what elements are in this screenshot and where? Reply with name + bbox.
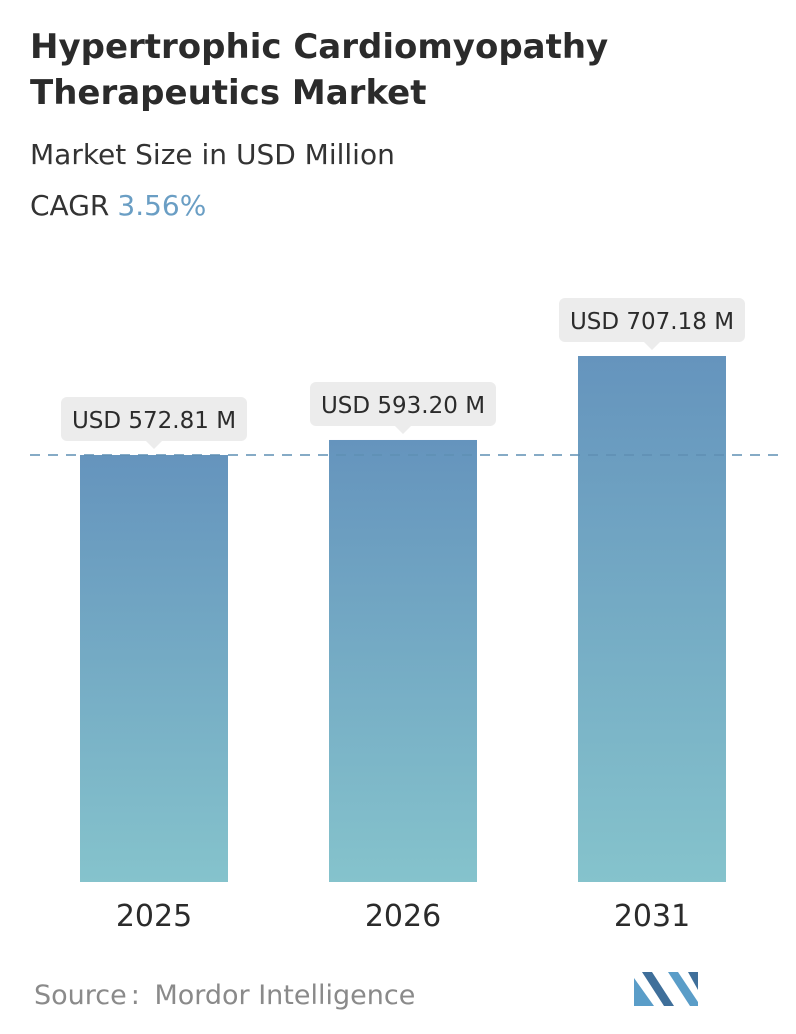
logo-left-shape bbox=[634, 978, 654, 1006]
data-label-background bbox=[310, 381, 496, 426]
chart-subtitle: Market Size in USD Million bbox=[30, 138, 395, 171]
data-label-background bbox=[61, 397, 247, 441]
cagr-label: CAGR bbox=[30, 189, 110, 222]
x-tick-label-2031: 2031 bbox=[614, 899, 690, 934]
source-note: Source: Mordor Intelligence bbox=[34, 980, 415, 1011]
data-label-text: USD 572.81 M bbox=[72, 408, 236, 434]
data-label-pointer bbox=[395, 425, 411, 434]
bars-layer bbox=[80, 356, 726, 882]
logo-right-bar bbox=[688, 972, 698, 990]
chart-title: Hypertrophic Cardiomyopathy Therapeutics… bbox=[30, 27, 609, 113]
data-label-background bbox=[559, 298, 745, 342]
labels-layer: 2025 USD 572.81 M 2026 USD 593.20 M 2031 USD … bbox=[61, 298, 745, 934]
cagr-value: 3.56% bbox=[117, 189, 207, 222]
bar-2026 bbox=[329, 439, 477, 882]
data-label-2026: USD 593.20 M bbox=[310, 381, 496, 434]
bar-2025 bbox=[80, 455, 228, 882]
bar-chart: 2025 USD 572.81 M 2026 USD 593.20 M 2031 USD … bbox=[30, 298, 786, 934]
x-tick-label-2026: 2026 bbox=[365, 899, 441, 934]
data-label-text: USD 593.20 M bbox=[321, 393, 485, 419]
logo-middle-shape bbox=[642, 972, 674, 1006]
cagr-row: CAGR 3.56% bbox=[30, 189, 206, 222]
data-label-2025: USD 572.81 M bbox=[61, 397, 247, 449]
data-label-pointer bbox=[644, 342, 660, 350]
x-tick-label-2025: 2025 bbox=[116, 899, 192, 934]
data-label-text: USD 707.18 M bbox=[570, 309, 734, 335]
source-label: Source bbox=[34, 980, 127, 1011]
bar-2031 bbox=[578, 356, 726, 882]
source-separator: : bbox=[130, 980, 140, 1011]
logo-right-shape bbox=[668, 972, 698, 1006]
data-label-pointer bbox=[146, 441, 162, 449]
data-label-2031: USD 707.18 M bbox=[559, 298, 745, 350]
mordor-intelligence-logo bbox=[634, 972, 698, 1006]
source-value: Mordor Intelligence bbox=[154, 980, 416, 1011]
